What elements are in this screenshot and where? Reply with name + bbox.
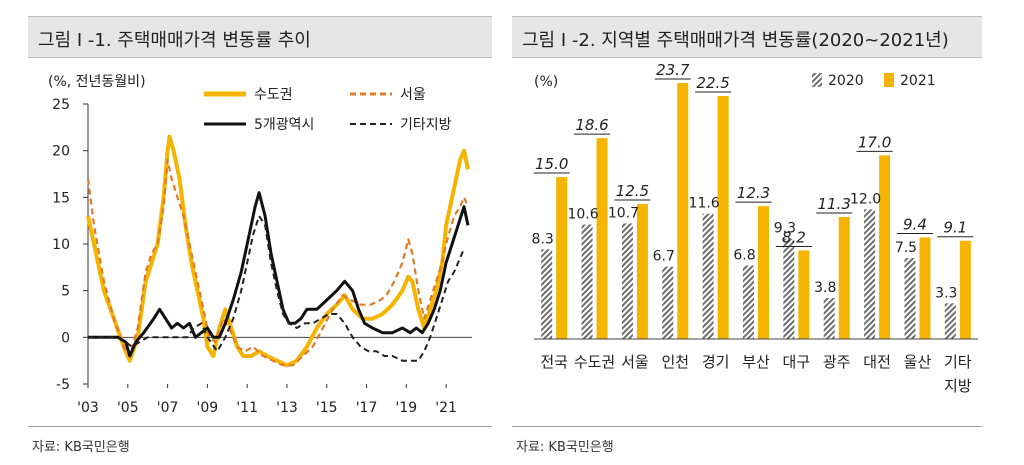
x-tick-label: '11 <box>236 400 258 416</box>
category-label: 대전 <box>863 353 891 371</box>
bar-chart-title-bar: 그림 I -2. 지역별 주택매매가격 변동률(2020~2021년) <box>512 16 982 58</box>
series-line-metro-cities <box>88 191 470 358</box>
data-label-2021: 11.3 <box>818 195 851 213</box>
y-unit-label: (%) <box>534 74 558 90</box>
bar-2021 <box>556 177 568 339</box>
x-tick-label: '05 <box>117 400 139 416</box>
category-label: 대구 <box>783 353 811 371</box>
category-label: 수도권 <box>574 353 615 371</box>
bar-2020 <box>702 213 714 339</box>
legend-label-seoul: 서울 <box>400 87 426 103</box>
bar-2021 <box>677 83 689 339</box>
bar-2020 <box>541 249 553 339</box>
bar-2020 <box>904 258 916 339</box>
line-chart-svg: (%, 전년동월비) -5 0 5 10 15 20 25 '03 '05 '07 '09 '11 '13… <box>48 74 472 416</box>
bar-2021 <box>879 155 891 339</box>
x-tick-label: '07 <box>157 400 179 416</box>
y-tick-label: 0 <box>61 330 70 346</box>
bar-2021 <box>919 237 931 339</box>
x-tick-label: '17 <box>356 400 378 416</box>
y-tick-label: 20 <box>52 144 70 160</box>
data-label-2021: 9.1 <box>943 219 967 237</box>
bar-2021 <box>959 240 971 339</box>
series-line-seoul <box>86 158 470 367</box>
legend-swatch-2021 <box>884 73 894 87</box>
line-chart-title-bar: 그림 I -1. 주택매매가격 변동률 추이 <box>28 16 492 58</box>
y-tick-label: -5 <box>56 377 70 393</box>
y-tick-label: 10 <box>52 237 70 253</box>
category-label: 전국 <box>540 353 568 371</box>
data-label-2020: 11.6 <box>689 196 720 212</box>
bar-2020 <box>783 238 795 339</box>
x-tick-label: '13 <box>276 400 298 416</box>
line-chart-source: 자료: KB국민은행 <box>32 440 130 455</box>
data-label-2021: 17.0 <box>858 133 891 151</box>
category-label: 인천 <box>661 353 689 371</box>
bar-2021 <box>758 206 769 339</box>
data-label-2021: 9.4 <box>903 215 927 233</box>
bar-2020 <box>662 266 674 339</box>
data-label-2020: 7.5 <box>895 240 917 256</box>
bar-chart-source: 자료: KB국민은행 <box>516 440 614 455</box>
bar-chart-panel: 그림 I -2. 지역별 주택매매가격 변동률(2020~2021년) (%) 8… <box>512 0 982 465</box>
data-label-2021: 12.3 <box>737 184 770 202</box>
data-label-2021: 15.0 <box>535 155 568 173</box>
category-label: 기타 <box>944 353 972 371</box>
bar-2021 <box>838 216 850 339</box>
data-label-2020: 8.3 <box>532 231 554 247</box>
category-label: 부산 <box>742 353 770 371</box>
legend-label-other-regions: 기타지방 <box>400 117 452 133</box>
data-label-2020: 6.7 <box>653 249 675 265</box>
bar-2021 <box>636 204 648 339</box>
legend-label-sudogwon: 수도권 <box>254 87 293 103</box>
data-label-2021: 22.5 <box>696 74 729 92</box>
y-unit-label: (%, 전년동월비) <box>48 74 146 90</box>
data-label-2020: 12.0 <box>850 191 881 207</box>
bar-2020 <box>944 303 956 339</box>
legend-label-2021: 2021 <box>900 73 936 89</box>
line-chart-panel: 그림 I -1. 주택매매가격 변동률 추이 (%, 전년동월비) -5 0 5 10 1… <box>28 0 492 465</box>
legend-label-metro-cities: 5개광역시 <box>254 117 314 133</box>
line-chart-title: 그림 I -1. 주택매매가격 변동률 추이 <box>38 30 311 51</box>
series-line-sudogwon <box>86 134 470 368</box>
x-tick-label: '03 <box>77 400 99 416</box>
y-tick-label: 5 <box>61 284 70 300</box>
bar-2020 <box>864 209 876 339</box>
series-line-other-regions <box>88 215 465 362</box>
data-label-2020: 10.6 <box>567 207 598 223</box>
data-label-2021: 8.2 <box>782 228 806 246</box>
line-chart-divider <box>28 426 492 427</box>
category-label: 경기 <box>702 353 730 371</box>
category-label: 서울 <box>621 353 649 371</box>
data-label-2020: 6.8 <box>733 248 755 264</box>
category-label: 울산 <box>904 353 932 371</box>
legend-swatch-2020 <box>812 73 822 87</box>
bar-2020 <box>823 297 835 339</box>
x-tick-label: '15 <box>316 400 338 416</box>
bar-2020 <box>621 223 633 339</box>
x-tick-label: '09 <box>197 400 219 416</box>
data-label-2020: 3.8 <box>814 280 836 296</box>
bar-2020 <box>743 265 754 339</box>
bar-chart-svg: (%) 8.3 15.0 전국 10.6 18.6 수도권 10.7 12.5 서울 6.7 23.7… <box>532 64 978 395</box>
y-tick-label: 25 <box>52 97 70 113</box>
data-label-2021: 12.5 <box>616 182 649 200</box>
data-label-2020: 10.7 <box>608 205 639 221</box>
category-label: 광주 <box>823 353 851 371</box>
y-tick-label: 15 <box>52 190 70 206</box>
category-label: 지방 <box>944 377 972 395</box>
bar-2021 <box>596 138 608 339</box>
bar-2021 <box>717 96 729 339</box>
legend-label-2020: 2020 <box>828 73 864 89</box>
data-label-2020: 9.3 <box>774 221 796 237</box>
data-label-2021: 23.7 <box>656 64 690 79</box>
data-label-2020: 3.3 <box>935 285 957 301</box>
x-tick-label: '19 <box>396 400 418 416</box>
data-label-2021: 18.6 <box>575 116 608 134</box>
bar-chart-divider <box>512 426 982 427</box>
bar-2021 <box>798 250 810 339</box>
bar-chart-title: 그림 I -2. 지역별 주택매매가격 변동률(2020~2021년) <box>522 30 949 51</box>
bar-2020 <box>581 224 593 339</box>
x-tick-label: '21 <box>435 400 457 416</box>
